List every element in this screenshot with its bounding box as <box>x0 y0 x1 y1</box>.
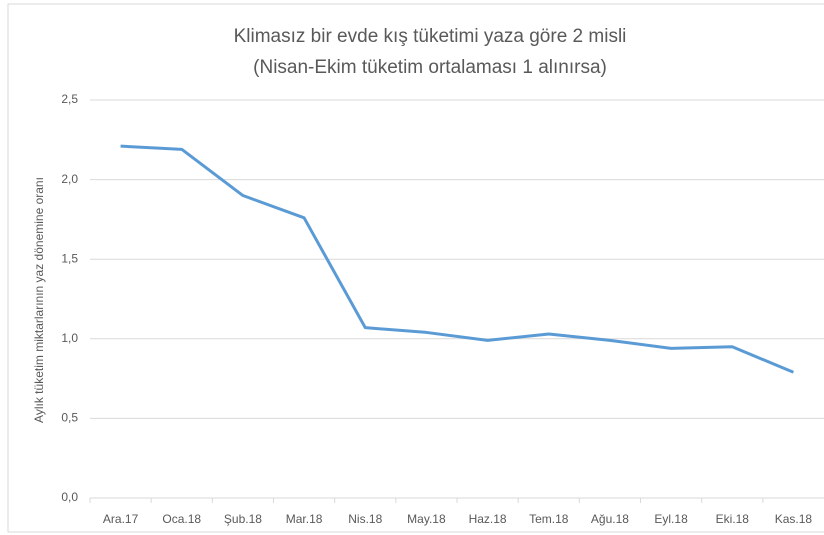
x-tick-label: Haz.18 <box>469 512 507 526</box>
y-tick-label: 2,0 <box>61 172 78 186</box>
y-tick-label: 0,0 <box>61 490 78 504</box>
x-tick-label: Nis.18 <box>348 512 382 526</box>
chart-frame <box>7 3 824 533</box>
x-tick-label: Şub.18 <box>224 512 262 526</box>
x-tick-label: Ara.17 <box>103 512 139 526</box>
y-tick-label: 0,5 <box>61 411 78 425</box>
data-line <box>120 144 794 374</box>
chart-title: (Nisan-Ekim tüketim ortalaması 1 alınırs… <box>253 57 607 78</box>
y-axis-label: Aylık tüketim miktarlarının yaz dönemine… <box>32 177 46 423</box>
y-tick-label: 2,5 <box>61 92 78 106</box>
x-tick-label: May.18 <box>407 512 446 526</box>
y-tick-label: 1,0 <box>61 331 78 345</box>
x-tick-label: Tem.18 <box>529 512 569 526</box>
x-tick-label: Kas.18 <box>775 512 813 526</box>
y-tick-label: 1,5 <box>61 251 78 265</box>
x-tick-label: Eyl.18 <box>654 512 688 526</box>
x-tick-label: Eki.18 <box>716 512 750 526</box>
chart-title: Klimasız bir evde kış tüketimi yaza göre… <box>234 26 627 47</box>
x-tick-label: Mar.18 <box>286 512 323 526</box>
x-tick-label: Ağu.18 <box>591 512 629 526</box>
x-tick-label: Oca.18 <box>162 512 201 526</box>
